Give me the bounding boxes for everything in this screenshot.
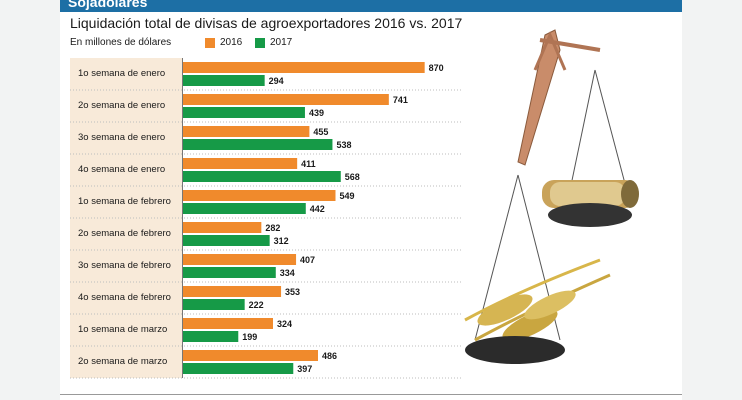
bar-2017 xyxy=(183,171,341,182)
legend-item-2017: 2017 xyxy=(255,37,292,48)
category-label: 2o semana de marzo xyxy=(78,356,167,367)
data-label-2016: 870 xyxy=(429,63,444,73)
data-label-2016: 282 xyxy=(265,223,280,233)
legend-label-2017: 2017 xyxy=(270,37,293,48)
legend-swatch-2016 xyxy=(205,37,215,48)
legend-label-2016: 2016 xyxy=(220,37,243,48)
bar-2017 xyxy=(183,331,239,342)
chart-subtitle: En millones de dólares xyxy=(70,37,172,48)
category-label: 2o semana de enero xyxy=(78,100,165,111)
bar-2017 xyxy=(183,203,306,214)
data-label-2017: 568 xyxy=(345,172,360,182)
data-label-2017: 334 xyxy=(280,268,295,278)
bottom-divider xyxy=(60,394,682,395)
category-label: 1o semana de febrero xyxy=(78,196,171,207)
category-label: 4o semana de enero xyxy=(78,164,165,175)
data-label-2017: 199 xyxy=(242,332,257,342)
legend-item-2016: 2016 xyxy=(205,37,242,48)
category-label: 2o semana de febrero xyxy=(78,228,171,239)
data-label-2016: 741 xyxy=(393,95,408,105)
category-label: 3o semana de enero xyxy=(78,132,165,143)
bar-2016 xyxy=(183,126,310,137)
data-label-2016: 549 xyxy=(340,191,355,201)
data-label-2017: 538 xyxy=(336,140,351,150)
data-label-2017: 294 xyxy=(269,76,284,86)
data-label-2016: 486 xyxy=(322,351,337,361)
bar-2016 xyxy=(183,62,425,73)
bar-2017 xyxy=(183,363,294,374)
section-title: Sojadólares xyxy=(68,0,148,10)
data-label-2016: 407 xyxy=(300,255,315,265)
bar-2016 xyxy=(183,222,262,233)
data-label-2017: 439 xyxy=(309,108,324,118)
balance-scale-icon xyxy=(464,29,639,364)
category-label: 4o semana de febrero xyxy=(78,292,171,303)
data-label-2016: 353 xyxy=(285,287,300,297)
chart-axis-line xyxy=(182,58,183,378)
bar-2017 xyxy=(183,267,276,278)
category-label: 3o semana de febrero xyxy=(78,260,171,271)
bar-2016 xyxy=(183,254,297,265)
bar-2017 xyxy=(183,299,245,310)
bar-2017 xyxy=(183,139,333,150)
bar-2016 xyxy=(183,158,298,169)
bar-2016 xyxy=(183,190,336,201)
data-label-2016: 324 xyxy=(277,319,292,329)
bar-2016 xyxy=(183,94,389,105)
data-label-2017: 312 xyxy=(274,236,289,246)
bar-2017 xyxy=(183,107,305,118)
data-label-2017: 397 xyxy=(297,364,312,374)
bar-2017 xyxy=(183,235,270,246)
chart-title: Liquidación total de divisas de agroexpo… xyxy=(70,15,463,31)
data-label-2017: 222 xyxy=(249,300,264,310)
bar-2016 xyxy=(183,318,273,329)
bar-2017 xyxy=(183,75,265,86)
data-label-2016: 455 xyxy=(313,127,328,137)
bar-2016 xyxy=(183,350,318,361)
bar-2016 xyxy=(183,286,282,297)
data-label-2016: 411 xyxy=(301,159,316,169)
category-label: 1o semana de marzo xyxy=(78,324,167,335)
data-label-2017: 442 xyxy=(310,204,325,214)
legend-swatch-2017 xyxy=(255,37,265,48)
category-label: 1o semana de enero xyxy=(78,68,165,79)
section-banner: Sojadólares xyxy=(60,0,682,12)
